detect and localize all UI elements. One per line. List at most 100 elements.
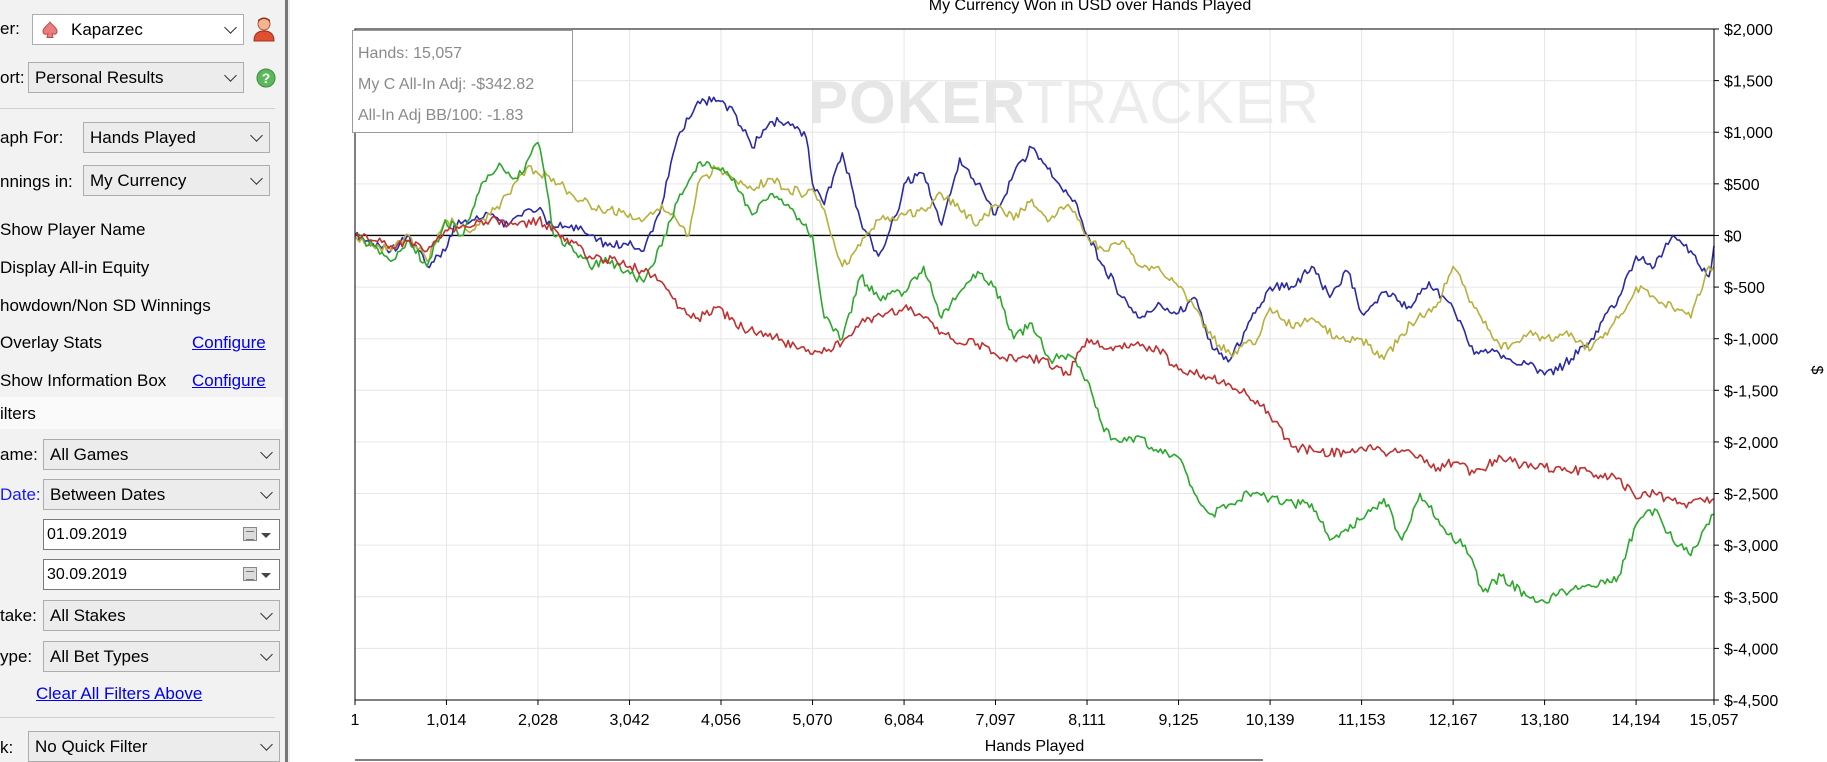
winnings-dropdown[interactable]: My Currency xyxy=(83,165,270,196)
graph-for-label: aph For: xyxy=(0,128,64,147)
y-tick-label: $-4,500 xyxy=(1724,693,1778,710)
chevron-down-icon xyxy=(224,21,237,34)
player-dropdown[interactable]: Kaparzec xyxy=(32,14,244,45)
quick-filter-label: k: xyxy=(0,738,14,757)
game-value: All Games xyxy=(50,445,129,464)
quick-filter-value: No Quick Filter xyxy=(35,737,148,756)
spade-icon xyxy=(42,21,58,38)
graph-for-dropdown[interactable]: Hands Played xyxy=(83,122,270,153)
y-tick-label: $-2,500 xyxy=(1724,487,1778,504)
date-to-field[interactable]: 30.09.2019 xyxy=(43,559,280,590)
series-line-1 xyxy=(354,96,1715,376)
x-tick-label: 9,125 xyxy=(1159,712,1199,729)
svg-text:?: ? xyxy=(262,70,271,86)
y-tick-label: $-500 xyxy=(1724,280,1765,297)
calendar-icon[interactable] xyxy=(243,527,257,541)
dropdown-arrow-icon[interactable] xyxy=(261,573,271,578)
x-tick-label: 1,014 xyxy=(426,712,466,729)
chevron-down-icon xyxy=(224,69,237,82)
x-tick-label: 7,097 xyxy=(975,712,1015,729)
stake-dropdown[interactable]: All Stakes xyxy=(43,600,280,631)
x-tick-label: 6,084 xyxy=(884,712,924,729)
date-dropdown[interactable]: Between Dates xyxy=(43,479,280,510)
stake-label: take: xyxy=(0,606,37,625)
help-icon[interactable]: ? xyxy=(256,68,276,88)
configure-info-box-link[interactable]: Configure xyxy=(192,371,266,390)
chevron-down-icon xyxy=(260,486,273,499)
player-value: Kaparzec xyxy=(71,20,143,39)
date-from-value: 01.09.2019 xyxy=(47,526,128,543)
date-value: Between Dates xyxy=(50,485,166,504)
watermark-part1: POKER xyxy=(808,69,1027,136)
y-tick-label: $-2,000 xyxy=(1724,435,1778,452)
dropdown-arrow-icon[interactable] xyxy=(261,533,271,538)
series-lines xyxy=(354,96,1715,604)
game-dropdown[interactable]: All Games xyxy=(43,439,280,470)
y-tick-label: $-4,000 xyxy=(1724,641,1778,658)
x-tick-label: 2,028 xyxy=(518,712,558,729)
chevron-down-icon xyxy=(260,607,273,620)
x-tick-label: 8,111 xyxy=(1068,712,1106,729)
y-tick-label: $-3,500 xyxy=(1724,590,1778,607)
player-label: er: xyxy=(0,19,20,38)
option-display-all-in-equity[interactable]: Display All-in Equity xyxy=(0,258,150,277)
y-tick-label: $1,500 xyxy=(1724,74,1773,91)
type-label: ype: xyxy=(0,647,33,666)
info-hands: Hands: 15,057 xyxy=(358,45,463,62)
y-tick-label: $1,000 xyxy=(1724,125,1773,142)
date-from-field[interactable]: 01.09.2019 xyxy=(43,519,280,550)
divider xyxy=(0,108,275,109)
option-show-info-box[interactable]: Show Information Box xyxy=(0,371,167,390)
left-panel: er: Kaparzec ort: Personal Results ? aph… xyxy=(0,0,283,762)
filters-header: ilters xyxy=(0,404,36,423)
calendar-icon[interactable] xyxy=(243,567,257,581)
winnings-label: nnings in: xyxy=(0,172,73,191)
series-line-4 xyxy=(354,216,1715,509)
option-showdown-winnings[interactable]: howdown/Non SD Winnings xyxy=(0,296,211,315)
report-dropdown[interactable]: Personal Results xyxy=(28,62,244,93)
info-all-in-adj: My C All-In Adj: -$342.82 xyxy=(358,76,535,93)
x-tick-label: 15,057 xyxy=(1690,712,1739,729)
chevron-down-icon xyxy=(260,738,273,751)
watermark-part2: TRACKER xyxy=(1026,69,1321,136)
y-tick-label: $-3,000 xyxy=(1724,538,1778,555)
x-tick-label: 14,194 xyxy=(1612,712,1661,729)
winnings-value: My Currency xyxy=(90,171,187,190)
option-overlay-stats[interactable]: Overlay Stats xyxy=(0,333,103,352)
chevron-down-icon xyxy=(250,172,263,185)
player-avatar-icon[interactable] xyxy=(252,16,276,42)
x-tick-label: 5,070 xyxy=(793,712,833,729)
x-tick-label: 11,153 xyxy=(1338,712,1386,729)
x-tick-label: 4,056 xyxy=(701,712,741,729)
game-label: ame: xyxy=(0,445,38,464)
clear-filters-link[interactable]: Clear All Filters Above xyxy=(36,684,203,703)
x-tick-label: 3,042 xyxy=(609,712,649,729)
plot-frame xyxy=(354,28,1715,701)
chart-title: My Currency Won in USD over Hands Played xyxy=(929,0,1252,14)
series-line-3 xyxy=(354,141,1715,604)
divider xyxy=(0,717,275,718)
type-dropdown[interactable]: All Bet Types xyxy=(43,641,280,672)
info-bb100: All-In Adj BB/100: -1.83 xyxy=(358,107,524,124)
configure-overlay-link[interactable]: Configure xyxy=(192,333,266,352)
x-tick-label: 12,167 xyxy=(1429,712,1478,729)
quick-filter-dropdown[interactable]: No Quick Filter xyxy=(28,731,280,762)
y-tick-label: $500 xyxy=(1724,177,1760,194)
y-tick-label: $2,000 xyxy=(1724,22,1773,39)
chevron-down-icon xyxy=(260,648,273,661)
stake-value: All Stakes xyxy=(50,606,126,625)
option-show-player-name[interactable]: Show Player Name xyxy=(0,220,146,239)
y-tick-label: $-1,500 xyxy=(1724,383,1778,400)
filters-header-bar: ilters xyxy=(0,397,283,429)
report-label: ort: xyxy=(0,68,25,87)
graph-for-value: Hands Played xyxy=(90,128,196,147)
report-value: Personal Results xyxy=(35,68,164,87)
date-label[interactable]: Date: xyxy=(0,485,41,504)
information-box: Hands: 15,057 My C All-In Adj: -$342.82 … xyxy=(352,30,573,133)
chevron-down-icon xyxy=(260,446,273,459)
date-to-value: 30.09.2019 xyxy=(47,566,128,583)
axis-ticks: 1 1,014 2,028 3,042 4,056 5,070 6,084 7,097 8,11… xyxy=(351,22,1779,729)
panel-splitter[interactable] xyxy=(283,0,290,762)
y-tick-label: $0 xyxy=(1724,228,1742,245)
